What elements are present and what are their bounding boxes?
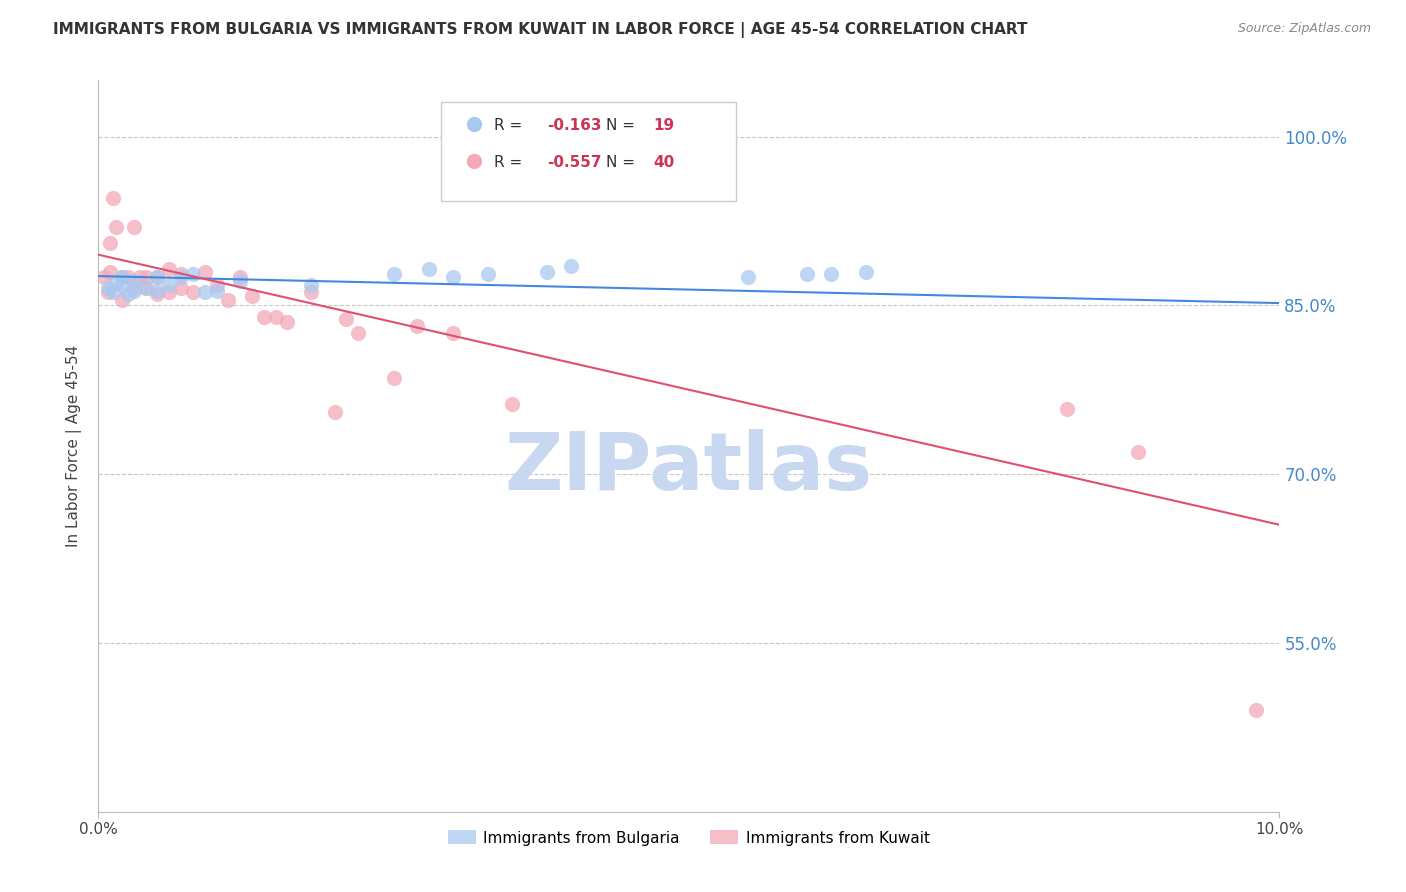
Point xyxy=(146,270,169,285)
Point xyxy=(93,270,115,285)
Text: -0.163: -0.163 xyxy=(547,119,602,133)
Point xyxy=(229,274,252,288)
Point xyxy=(170,267,193,281)
Point xyxy=(264,310,287,324)
Point xyxy=(122,281,145,295)
Point xyxy=(97,281,120,295)
Point xyxy=(117,270,139,285)
Point xyxy=(737,270,759,285)
Point xyxy=(477,267,499,281)
Text: ZIPatlas: ZIPatlas xyxy=(505,429,873,507)
Point xyxy=(1244,703,1267,717)
Point xyxy=(323,405,346,419)
Point xyxy=(181,285,204,299)
Point xyxy=(441,326,464,341)
Point xyxy=(111,278,134,293)
Point xyxy=(855,264,877,278)
Point xyxy=(122,274,145,288)
Point xyxy=(382,371,405,385)
Point xyxy=(1126,444,1149,458)
Point xyxy=(501,397,523,411)
Point xyxy=(1056,401,1078,416)
Point xyxy=(194,264,217,278)
Point xyxy=(98,236,121,251)
Point xyxy=(796,267,818,281)
Text: N =: N = xyxy=(606,119,640,133)
Point xyxy=(299,278,322,293)
Text: 40: 40 xyxy=(654,155,675,169)
Legend: Immigrants from Bulgaria, Immigrants from Kuwait: Immigrants from Bulgaria, Immigrants fro… xyxy=(441,824,936,852)
Point xyxy=(536,264,558,278)
Point xyxy=(135,270,157,285)
Point xyxy=(205,284,228,298)
Point xyxy=(146,287,169,301)
Point xyxy=(105,219,128,234)
Point xyxy=(101,191,124,205)
Point xyxy=(205,278,228,293)
Y-axis label: In Labor Force | Age 45-54: In Labor Force | Age 45-54 xyxy=(66,345,83,547)
Point xyxy=(146,270,169,285)
Point xyxy=(98,264,121,278)
Point xyxy=(406,318,429,333)
Text: -0.557: -0.557 xyxy=(547,155,602,169)
Text: N =: N = xyxy=(606,155,640,169)
Text: Source: ZipAtlas.com: Source: ZipAtlas.com xyxy=(1237,22,1371,36)
Point xyxy=(157,278,180,293)
Point xyxy=(181,267,204,281)
Point xyxy=(820,267,842,281)
Point xyxy=(135,281,157,295)
Point xyxy=(382,267,405,281)
Point xyxy=(146,284,169,298)
Text: R =: R = xyxy=(494,155,527,169)
Text: IMMIGRANTS FROM BULGARIA VS IMMIGRANTS FROM KUWAIT IN LABOR FORCE | AGE 45-54 CO: IMMIGRANTS FROM BULGARIA VS IMMIGRANTS F… xyxy=(53,22,1028,38)
Point xyxy=(122,284,145,298)
Point xyxy=(240,289,263,303)
Point xyxy=(157,262,180,277)
Point xyxy=(101,285,124,299)
FancyBboxPatch shape xyxy=(441,103,737,201)
Text: R =: R = xyxy=(494,119,527,133)
Text: 19: 19 xyxy=(654,119,675,133)
Point xyxy=(299,285,322,299)
Point xyxy=(217,293,239,307)
Point xyxy=(111,293,134,307)
Point xyxy=(111,270,134,285)
Point xyxy=(418,262,440,277)
Point xyxy=(347,326,370,341)
Point xyxy=(122,219,145,234)
Point xyxy=(128,270,150,285)
Point xyxy=(97,285,120,299)
Point xyxy=(170,281,193,295)
Point xyxy=(276,315,298,329)
Point xyxy=(111,270,134,285)
Point xyxy=(157,285,180,299)
Point xyxy=(678,186,700,200)
Point xyxy=(170,270,193,285)
Point xyxy=(229,270,252,285)
Point xyxy=(194,285,217,299)
Point xyxy=(105,276,128,290)
Point xyxy=(135,281,157,295)
Point xyxy=(335,311,357,326)
Point xyxy=(117,287,139,301)
Point xyxy=(441,270,464,285)
Point xyxy=(253,310,276,324)
Point xyxy=(560,259,582,273)
